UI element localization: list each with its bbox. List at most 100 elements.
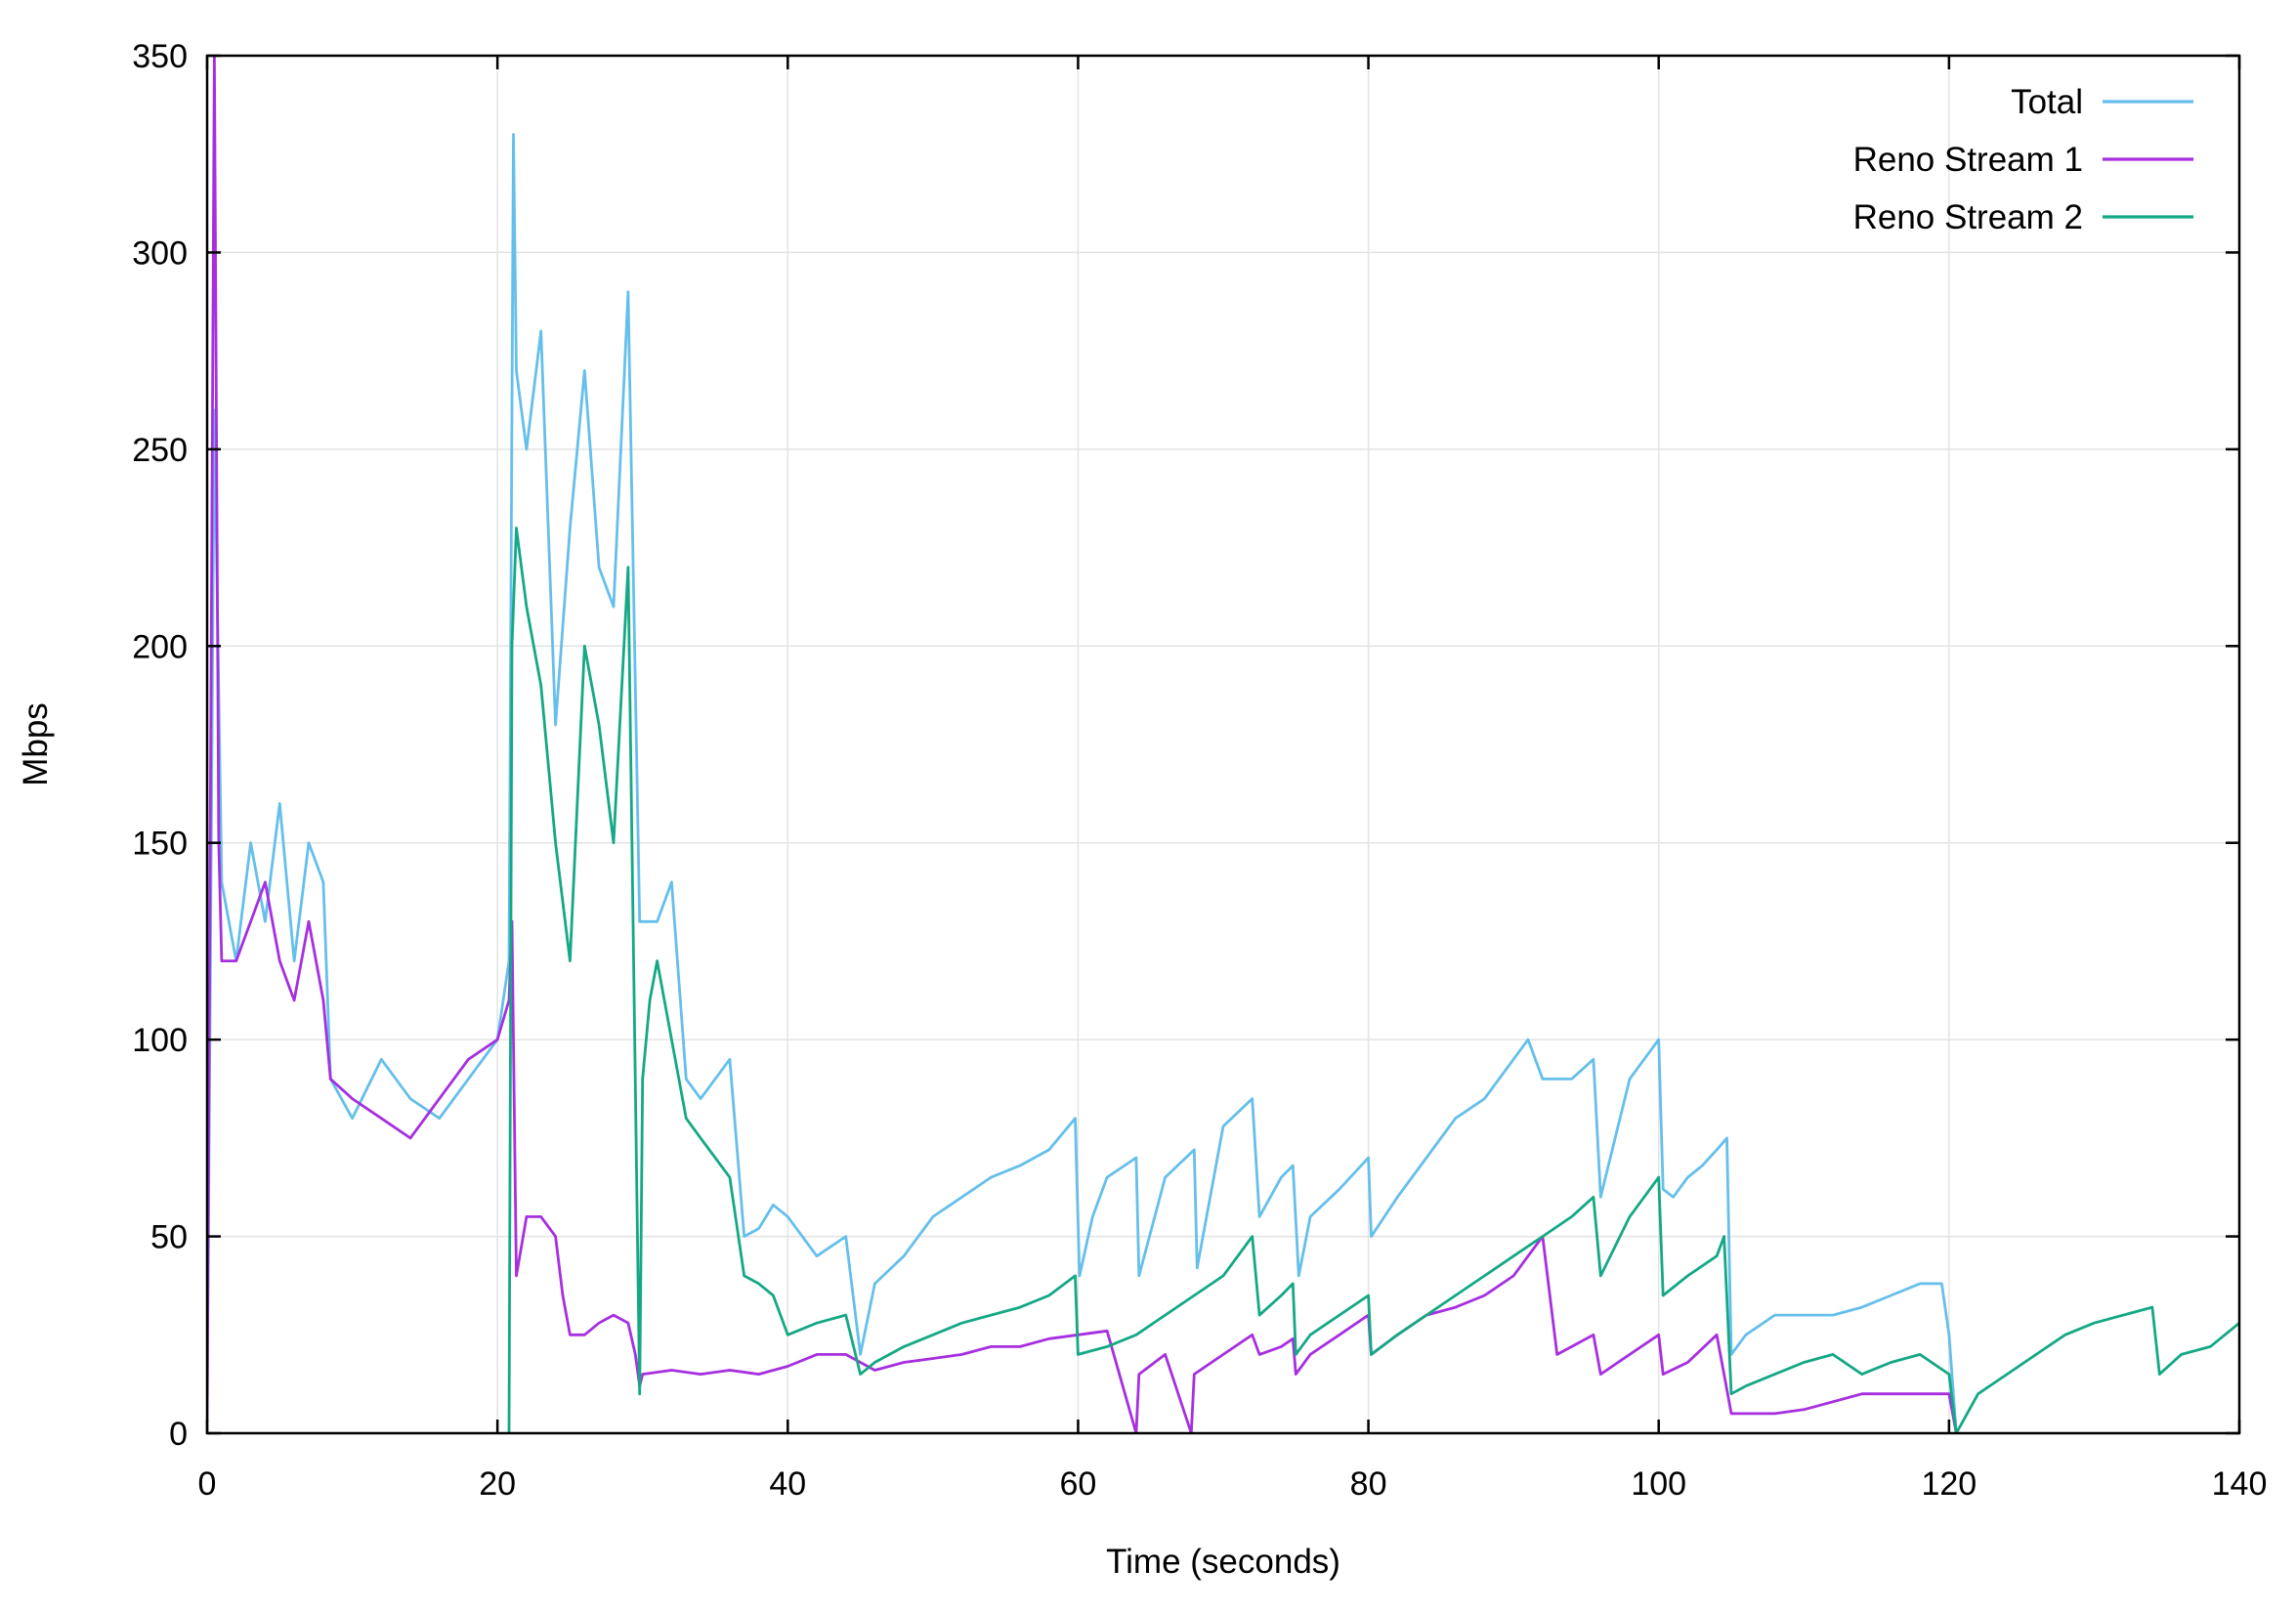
legend-item-total[interactable]: Total (2011, 83, 2193, 121)
data-point (1592, 1196, 1595, 1199)
data-point (859, 1353, 862, 1356)
data-point (1047, 1294, 1050, 1297)
data-point (1722, 1235, 1725, 1238)
data-point (1047, 1337, 1050, 1340)
data-point (612, 605, 616, 609)
data-point (2034, 1353, 2038, 1356)
data-point (569, 527, 572, 530)
data-point (1890, 1361, 1892, 1364)
legend[interactable]: Total Reno Stream 1 Reno Stream 2 (1853, 83, 2193, 236)
data-point (292, 959, 296, 962)
data-point (844, 1313, 847, 1317)
data-point (1221, 1124, 1225, 1128)
data-point (931, 1215, 935, 1218)
x-axis-tick-labels: 0 20 40 60 80 100 120 140 (198, 1465, 2268, 1503)
data-point (728, 1058, 732, 1061)
data-point (638, 1392, 641, 1395)
data-point (1803, 1361, 1806, 1364)
data-point (626, 290, 630, 293)
data-point (1137, 1274, 1141, 1278)
data-point (685, 1117, 688, 1120)
data-point (1628, 1078, 1632, 1081)
data-point (1074, 1274, 1077, 1278)
legend-item-reno-stream-1[interactable]: Reno Stream 1 (1853, 141, 2193, 179)
data-point (1370, 1235, 1373, 1238)
data-point (1338, 1188, 1341, 1191)
data-point (1860, 1392, 1863, 1395)
data-point (1196, 1266, 1199, 1270)
data-point (1251, 1097, 1254, 1100)
data-point (1308, 1334, 1312, 1336)
data-point (1483, 1274, 1486, 1278)
data-point (380, 1117, 383, 1120)
data-point (264, 920, 267, 923)
data-point (249, 920, 252, 923)
data-point (1292, 1337, 1295, 1340)
data-point (1940, 1282, 1943, 1286)
data-point (2158, 1373, 2161, 1376)
data-point (1483, 1294, 1486, 1297)
data-point (612, 841, 616, 844)
data-point (351, 1117, 354, 1120)
data-point (1105, 1175, 1109, 1179)
x-tick-label: 60 (1060, 1465, 1097, 1503)
data-point (1715, 1254, 1719, 1257)
data-point (2180, 1353, 2183, 1356)
data-point (1831, 1353, 1835, 1356)
plot-frame (205, 54, 2241, 1435)
data-point (278, 959, 281, 962)
data-point (1251, 1334, 1254, 1336)
data-point (1134, 1156, 1138, 1160)
data-point (612, 1313, 616, 1317)
data-point (1744, 1334, 1748, 1336)
data-point (931, 1357, 935, 1360)
x-tick-label: 100 (1631, 1465, 1686, 1503)
data-point (990, 1345, 993, 1348)
data-point (699, 1097, 702, 1100)
data-point (1860, 1373, 1863, 1376)
data-point (278, 802, 281, 805)
data-point (1367, 1156, 1370, 1160)
data-point (1599, 1196, 1602, 1199)
data-point (525, 447, 529, 451)
data-point (1725, 1136, 1728, 1140)
data-point (1193, 1148, 1196, 1152)
data-point (1257, 1353, 1261, 1356)
data-point (2209, 1345, 2212, 1348)
data-point (583, 369, 586, 372)
data-point (1686, 1175, 1689, 1179)
data-point (1592, 1334, 1595, 1336)
data-point (815, 1254, 819, 1257)
data-point (1424, 1156, 1428, 1160)
data-point (264, 880, 267, 884)
data-point (1541, 1235, 1545, 1238)
data-point (1686, 1361, 1689, 1364)
data-point (638, 920, 641, 923)
data-point (1715, 1334, 1719, 1336)
data-point (525, 605, 529, 609)
data-point (1803, 1408, 1806, 1412)
data-point (1803, 1313, 1806, 1317)
data-point (644, 920, 647, 923)
data-point (1555, 1353, 1558, 1356)
data-point (1715, 1148, 1719, 1152)
data-point (728, 1175, 732, 1179)
data-point (1773, 1412, 1776, 1416)
data-point (1662, 1373, 1665, 1376)
data-point (597, 1322, 601, 1325)
data-point (1424, 1313, 1428, 1317)
legend-item-reno-stream-2[interactable]: Reno Stream 2 (1853, 198, 2193, 236)
data-point (743, 1274, 745, 1278)
data-point (1295, 1373, 1297, 1376)
data-point (1592, 1058, 1595, 1061)
data-point (787, 1365, 789, 1368)
data-point (1947, 1373, 1951, 1376)
data-point (1280, 1345, 1283, 1348)
data-point (815, 1353, 819, 1356)
data-point (844, 1235, 847, 1238)
data-point (1918, 1353, 1922, 1356)
data-point (787, 1334, 789, 1336)
data-point (1164, 1175, 1167, 1179)
data-point (1526, 1038, 1530, 1041)
data-point (1134, 1334, 1138, 1336)
